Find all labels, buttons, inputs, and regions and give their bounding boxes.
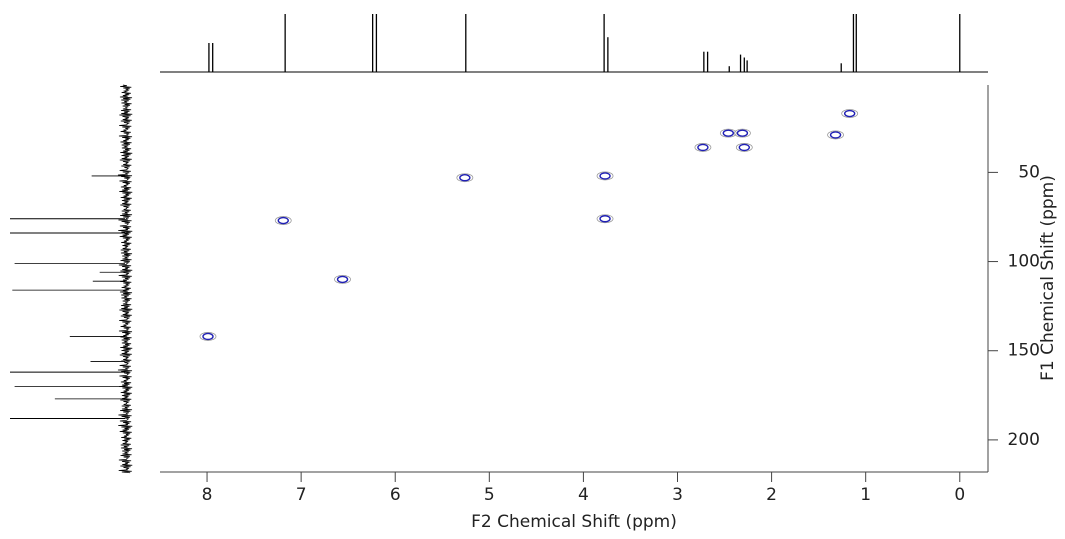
cross-peak-halo [694,143,712,152]
y-tick-label: 150 [1008,341,1040,361]
y-tick-label: 50 [1018,162,1040,182]
cross-peak [336,275,349,284]
cross-peak [843,109,856,118]
x-tick-label: 0 [954,485,965,505]
x-tick-label: 6 [390,485,401,505]
cross-peak-halo [841,109,859,118]
cross-peak-halo [734,128,751,138]
cross-peak [277,216,289,225]
left-noise [117,84,133,474]
cross-peak [829,131,842,139]
cross-peak-halo [456,173,474,183]
cross-peak-halo [596,214,614,224]
cross-peak-halo [719,128,737,138]
cross-peak-halo [274,216,292,225]
y-axis-label: F1 Chemical Shift (ppm) [1038,175,1058,381]
cross-peak-halo [334,274,351,284]
x-tick-label: 5 [484,485,495,505]
cross-peak [736,129,749,137]
cross-peak [722,129,735,137]
y-tick-label: 200 [1008,430,1040,450]
cross-peak [599,215,611,223]
cross-peak [738,143,751,152]
x-tick-label: 2 [766,485,777,505]
x-tick-label: 7 [296,485,307,505]
cross-peak-halo [735,143,753,152]
cross-peak [599,172,611,180]
cross-peak-halo [596,171,614,181]
x-tick-label: 1 [860,485,871,505]
cross-peak [459,174,471,182]
x-tick-label: 4 [578,485,589,505]
y-tick-label: 100 [1008,252,1040,272]
cross-peak-halo [827,130,844,140]
x-tick-label: 8 [202,485,213,505]
x-axis-label: F2 Chemical Shift (ppm) [471,512,677,532]
cross-peak [697,143,709,152]
x-tick-label: 3 [672,485,683,505]
cross-peak-halo [199,332,217,341]
cross-peak [202,332,214,341]
